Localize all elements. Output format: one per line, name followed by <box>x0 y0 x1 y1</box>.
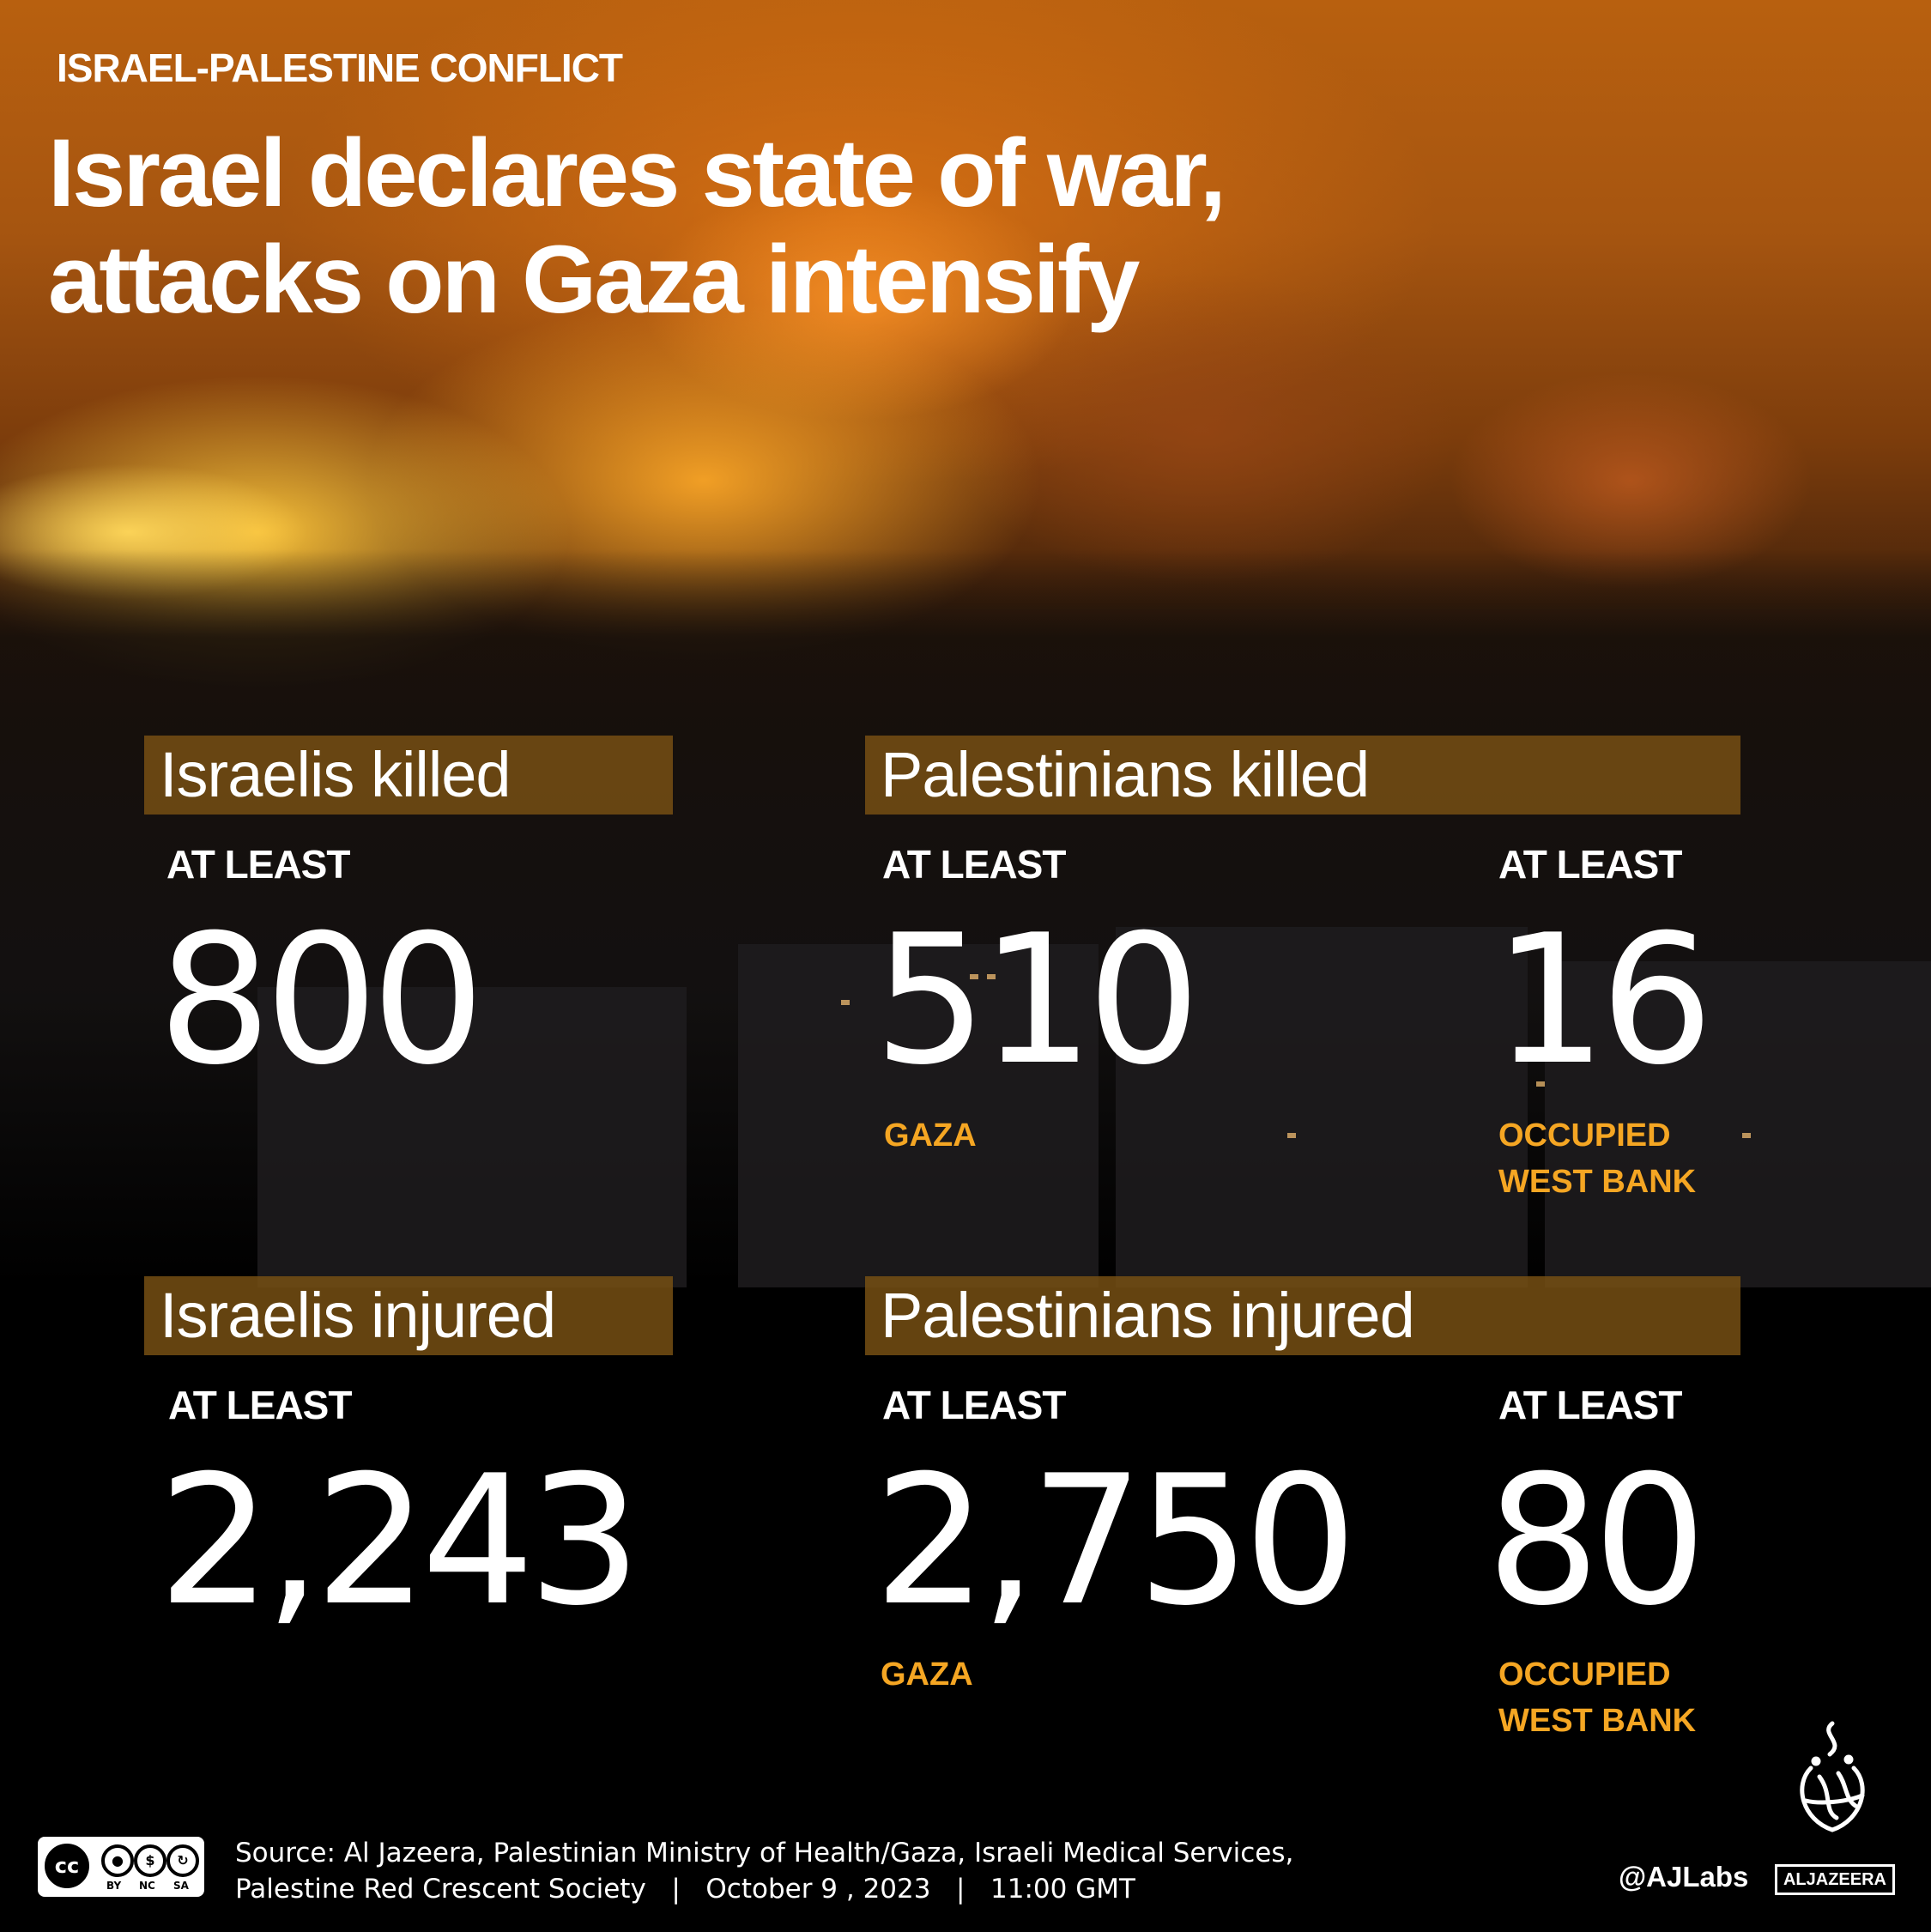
israelis-killed-value: 800 <box>158 897 485 1105</box>
nc-icon: $ <box>134 1844 166 1877</box>
westbank-killed-value: 16 <box>1493 897 1714 1105</box>
westbank-killed-location: OCCUPIED WEST BANK <box>1498 1112 1696 1205</box>
twitter-handle: @AJLabs <box>1619 1861 1749 1893</box>
israelis-injured-value: 2,243 <box>158 1438 641 1645</box>
gaza-killed-prefix: AT LEAST <box>882 842 1066 887</box>
by-label: BY <box>106 1880 122 1892</box>
westbank-killed-location-line-1: OCCUPIED <box>1498 1117 1671 1154</box>
westbank-killed-location-line-2: WEST BANK <box>1498 1164 1697 1200</box>
israelis-injured-label: Israelis injured <box>144 1276 673 1355</box>
gaza-injured-prefix: AT LEAST <box>882 1383 1066 1427</box>
headline-line-2: attacks on Gaza intensify <box>48 226 1140 333</box>
sa-label: SA <box>173 1880 189 1892</box>
headline: Israel declares state of war, attacks on… <box>48 120 1593 333</box>
gaza-injured-location: GAZA <box>881 1656 973 1693</box>
westbank-injured-value: 80 <box>1486 1438 1707 1645</box>
westbank-injured-location-line-2: WEST BANK <box>1498 1703 1697 1739</box>
background-photo <box>0 0 1931 1287</box>
headline-line-1: Israel declares state of war, <box>48 119 1226 227</box>
sa-icon: ↻ <box>166 1844 199 1877</box>
source-line-2: Palestine Red Crescent Society | October… <box>235 1874 1135 1905</box>
israelis-killed-label: Israelis killed <box>144 736 673 815</box>
source-note: Source: Al Jazeera, Palestinian Ministry… <box>235 1835 1480 1907</box>
gaza-killed-value: 510 <box>874 897 1201 1105</box>
palestinians-injured-label: Palestinians injured <box>865 1276 1740 1355</box>
gaza-killed-location: GAZA <box>884 1117 977 1154</box>
kicker: ISRAEL-PALESTINE CONFLICT <box>57 45 623 90</box>
israelis-killed-prefix: AT LEAST <box>166 842 350 887</box>
gaza-injured-value: 2,750 <box>874 1438 1357 1645</box>
palestinians-killed-label: Palestinians killed <box>865 736 1740 815</box>
westbank-killed-prefix: AT LEAST <box>1498 842 1682 887</box>
aljazeera-logo-icon <box>1800 1721 1865 1832</box>
source-line-1: Source: Al Jazeera, Palestinian Ministry… <box>235 1838 1294 1868</box>
aljazeera-wordmark: ALJAZEERA <box>1775 1864 1895 1895</box>
westbank-injured-location-line-1: OCCUPIED <box>1498 1656 1671 1693</box>
westbank-injured-location: OCCUPIED WEST BANK <box>1498 1651 1696 1744</box>
westbank-injured-prefix: AT LEAST <box>1498 1383 1682 1427</box>
by-icon: ● <box>101 1844 134 1877</box>
nc-label: NC <box>139 1880 155 1892</box>
israelis-injured-prefix: AT LEAST <box>168 1383 352 1427</box>
cc-icon: cc <box>41 1840 93 1892</box>
creative-commons-badge: cc ● $ ↻ BY NC SA <box>38 1837 204 1897</box>
